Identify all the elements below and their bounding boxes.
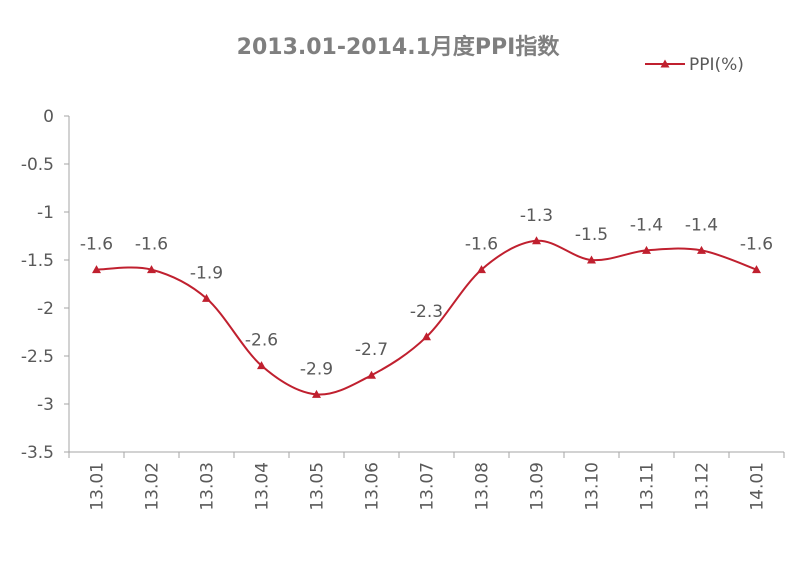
x-tick-label: 13.10 [582,462,602,511]
y-tick-label: -3.5 [21,443,54,463]
chart-title: 2013.01-2014.1月度PPI指数 [237,34,561,60]
data-label: -2.9 [300,359,333,379]
x-tick-label: 13.11 [637,462,657,511]
y-tick-label: -1.5 [21,251,54,271]
data-point-marker [532,236,541,245]
data-point-marker [587,255,596,264]
data-point-marker [477,265,486,274]
x-tick-label: 13.09 [527,462,547,511]
data-label: -1.4 [630,215,663,235]
data-label: -1.6 [465,235,498,255]
data-point-marker [697,245,706,254]
data-labels: -1.6 -1.6 -1.9 -2.6 -2.9 -2.7 -2.3 -1.6 -1.3 -1.5… [80,206,773,380]
data-point-marker [257,361,266,370]
x-tick-label: 13.07 [417,462,437,511]
x-tick-label: 14.01 [747,462,767,511]
data-point-marker [422,332,431,341]
x-tick-label: 13.01 [87,462,107,511]
x-tick-label: 13.04 [252,462,272,511]
data-label: -1.3 [520,206,553,226]
data-point-marker [92,265,101,274]
y-tick-label: -1 [37,203,54,223]
data-point-marker [312,389,321,398]
x-tick-label: 13.03 [197,462,217,511]
data-point-marker [147,265,156,274]
x-tick-label: 13.05 [307,462,327,511]
x-tick-label: 13.02 [142,462,162,511]
x-tick-label: 13.12 [692,462,712,511]
data-label: -1.9 [190,263,223,283]
data-point-marker [367,370,376,379]
data-point-marker [202,293,211,302]
data-point-marker [642,245,651,254]
x-tick-label: 13.08 [472,462,492,511]
legend-label: PPI(%) [689,55,744,75]
data-label: -1.6 [740,235,773,255]
legend-triangle-marker [660,59,670,68]
y-tick-label: -2 [37,299,54,319]
data-label: -2.7 [355,340,388,360]
y-axis: 0 -0.5 -1 -1.5 -2 -2.5 -3 -3.5 [21,107,70,463]
legend: PPI(%) [645,55,744,75]
y-tick-label: -3 [37,395,54,415]
x-axis: 13.01 13.02 13.03 13.04 13.05 13.06 13.07 13.08… [68,451,785,511]
data-label: -2.6 [245,331,278,351]
data-point-marker [752,265,761,274]
data-label: -2.3 [410,302,443,322]
y-tick-label: -2.5 [21,347,54,367]
data-label: -1.6 [135,235,168,255]
y-tick-label: -0.5 [21,155,54,175]
y-tick-label: 0 [43,107,54,127]
data-label: -1.4 [685,215,718,235]
data-label: -1.6 [80,235,113,255]
x-tick-label: 13.06 [362,462,382,511]
data-label: -1.5 [575,225,608,245]
data-markers [92,236,761,398]
